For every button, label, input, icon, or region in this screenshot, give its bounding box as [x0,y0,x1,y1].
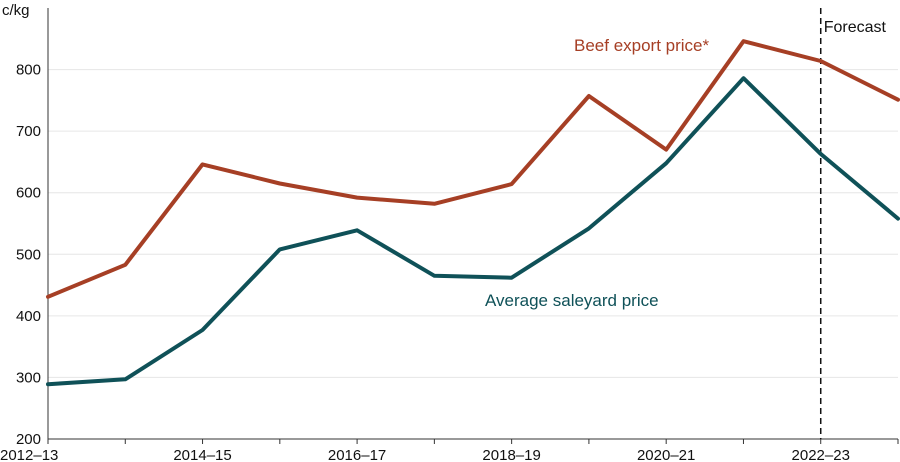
x-tick-label: 2016–17 [328,447,386,462]
forecast-label: Forecast [824,19,887,36]
y-tick-labels: 200 300 400 500 600 700 800 [16,62,41,448]
gridlines [48,69,898,378]
series-label-average-saleyard-price: Average saleyard price [485,291,659,310]
series-line-0 [46,39,900,299]
y-tick-label-600: 600 [16,185,41,202]
y-tick-label-400: 400 [16,308,41,325]
y-tick-label-500: 500 [16,246,41,263]
x-tick-label: 2012–13 [0,447,58,462]
x-tick-label: 2014–15 [173,447,231,462]
y-unit-label: c/kg [2,2,30,19]
x-tick-label: 2020–21 [637,447,695,462]
x-tick-labels: 2012–13 2014–15 2016–17 2018–19 2020–21 2022–… [0,439,899,462]
series-label-beef-export-price: Beef export price* [574,36,710,55]
x-tick-label: 2018–19 [482,447,540,462]
series-lines [46,39,900,387]
y-tick-label-800: 800 [16,62,41,79]
y-tick-label-300: 300 [16,369,41,386]
y-tick-label-700: 700 [16,123,41,140]
axes [47,8,898,440]
y-tick-label-200: 200 [16,431,41,448]
series-line-1 [46,76,900,387]
x-tick-label: 2022–23 [792,447,850,462]
forecast-marker: Forecast [819,8,887,439]
